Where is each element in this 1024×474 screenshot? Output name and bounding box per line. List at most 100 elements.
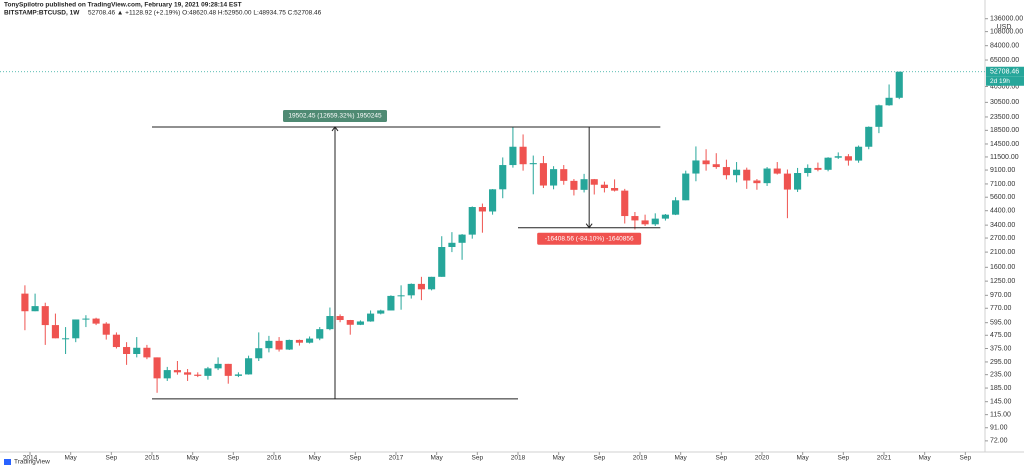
candle-body bbox=[163, 370, 171, 379]
x-tick-label: May bbox=[675, 455, 688, 462]
y-tick-label: 23500.00 bbox=[990, 114, 1019, 121]
x-tick-label: Sep bbox=[838, 455, 850, 462]
candle-body bbox=[285, 339, 293, 350]
candle-body bbox=[184, 372, 192, 375]
y-tick-label: 4400.00 bbox=[990, 208, 1015, 215]
candle-body bbox=[458, 234, 466, 243]
y-tick-label: 5600.00 bbox=[990, 194, 1015, 201]
candle-body bbox=[51, 325, 59, 339]
candle-body bbox=[621, 190, 629, 217]
quote: 52708.46 ▲ +1128.92 (+2.19%) O:48620.48 … bbox=[88, 10, 322, 17]
measure-label: -16408.56 (-84.10%) -1640856 bbox=[545, 235, 634, 242]
countdown: 2d 19h bbox=[990, 78, 1010, 85]
author: TonySpilotro published on TradingView.co… bbox=[4, 2, 242, 9]
y-tick-label: 14500.00 bbox=[990, 141, 1019, 148]
candle-body bbox=[153, 357, 161, 379]
logo-text: TradingView bbox=[14, 459, 50, 466]
candle-body bbox=[245, 358, 253, 375]
candle-body bbox=[580, 179, 588, 190]
candle-body bbox=[92, 318, 100, 324]
x-tick-label: May bbox=[309, 455, 322, 462]
price-label: 52708.46 bbox=[990, 69, 1019, 76]
x-tick-label: Sep bbox=[106, 455, 118, 462]
candle-body bbox=[123, 347, 131, 354]
x-tick-label: Sep bbox=[594, 455, 606, 462]
candle-body bbox=[641, 220, 649, 225]
candle-body bbox=[661, 214, 669, 219]
y-tick-label: 136000.00 bbox=[990, 16, 1023, 23]
candle-body bbox=[489, 189, 497, 212]
arrow-head bbox=[331, 126, 339, 132]
measure-label: 19502.45 (12659.32%) 1950245 bbox=[288, 113, 382, 120]
measure-label-box bbox=[537, 232, 642, 245]
candle-body bbox=[753, 180, 761, 184]
x-tick-label: May bbox=[431, 455, 444, 462]
candle-body bbox=[855, 146, 863, 161]
x-tick-label: May bbox=[65, 455, 78, 462]
y-tick-label: 595.00 bbox=[990, 320, 1012, 327]
x-tick-label: Sep bbox=[228, 455, 240, 462]
y-tick-label: 7100.00 bbox=[990, 181, 1015, 188]
candle-body bbox=[194, 374, 202, 376]
candle-body bbox=[794, 173, 802, 190]
candle-body bbox=[834, 156, 842, 158]
candle-body bbox=[133, 347, 141, 354]
candle-body bbox=[295, 339, 303, 343]
candle-body bbox=[417, 283, 425, 290]
y-tick-label: 770.00 bbox=[990, 305, 1012, 312]
price-label-box bbox=[986, 66, 1024, 77]
candle-body bbox=[499, 165, 507, 190]
candle-body bbox=[631, 216, 639, 221]
y-tick-label: 108000.00 bbox=[990, 28, 1023, 35]
candle-body bbox=[367, 313, 375, 322]
candle-body bbox=[336, 316, 344, 321]
candle-body bbox=[387, 295, 395, 311]
candle-body bbox=[773, 168, 781, 174]
candle-body bbox=[204, 368, 212, 376]
y-tick-label: 11500.00 bbox=[990, 154, 1019, 161]
candle-body bbox=[712, 164, 720, 168]
y-tick-label: 91.00 bbox=[990, 425, 1008, 432]
candle-body bbox=[743, 169, 751, 181]
candle-body bbox=[804, 167, 812, 174]
y-tick-label: 84000.00 bbox=[990, 43, 1019, 50]
candle-body bbox=[438, 247, 446, 277]
candle-body bbox=[824, 157, 832, 170]
candle-body bbox=[377, 310, 385, 314]
arrow-head bbox=[585, 223, 593, 229]
candle-body bbox=[265, 340, 273, 349]
y-tick-label: 970.00 bbox=[990, 292, 1012, 299]
x-tick-label: Sep bbox=[350, 455, 362, 462]
y-tick-label: 18500.00 bbox=[990, 127, 1019, 134]
candle-body bbox=[306, 338, 314, 343]
y-tick-label: 1250.00 bbox=[990, 278, 1015, 285]
candle-body bbox=[234, 374, 242, 376]
y-tick-label: 65000.00 bbox=[990, 57, 1019, 64]
candle-body bbox=[468, 207, 476, 235]
y-tick-label: 235.00 bbox=[990, 372, 1012, 379]
y-tick-label: 475.00 bbox=[990, 332, 1012, 339]
candle-body bbox=[722, 167, 730, 176]
x-tick-label: 2014 bbox=[23, 455, 38, 462]
candle-body bbox=[112, 334, 120, 348]
x-tick-label: May bbox=[797, 455, 810, 462]
candle-body bbox=[275, 340, 283, 350]
x-tick-label: May bbox=[553, 455, 566, 462]
candle-body bbox=[224, 363, 232, 376]
x-tick-label: May bbox=[187, 455, 200, 462]
candle-body bbox=[173, 370, 181, 373]
y-tick-label: 72.00 bbox=[990, 438, 1008, 445]
y-tick-label: 115.00 bbox=[990, 411, 1011, 418]
candle-body bbox=[62, 338, 70, 340]
y-tick-label: 9100.00 bbox=[990, 167, 1015, 174]
currency: USD bbox=[997, 24, 1012, 31]
candle-body bbox=[885, 97, 893, 106]
y-tick-label: 295.00 bbox=[990, 359, 1012, 366]
candle-body bbox=[478, 207, 486, 212]
candle-body bbox=[550, 169, 558, 186]
candle-body bbox=[428, 276, 436, 290]
x-tick-label: Sep bbox=[716, 455, 728, 462]
candle-body bbox=[865, 126, 873, 147]
candle-body bbox=[590, 179, 598, 185]
